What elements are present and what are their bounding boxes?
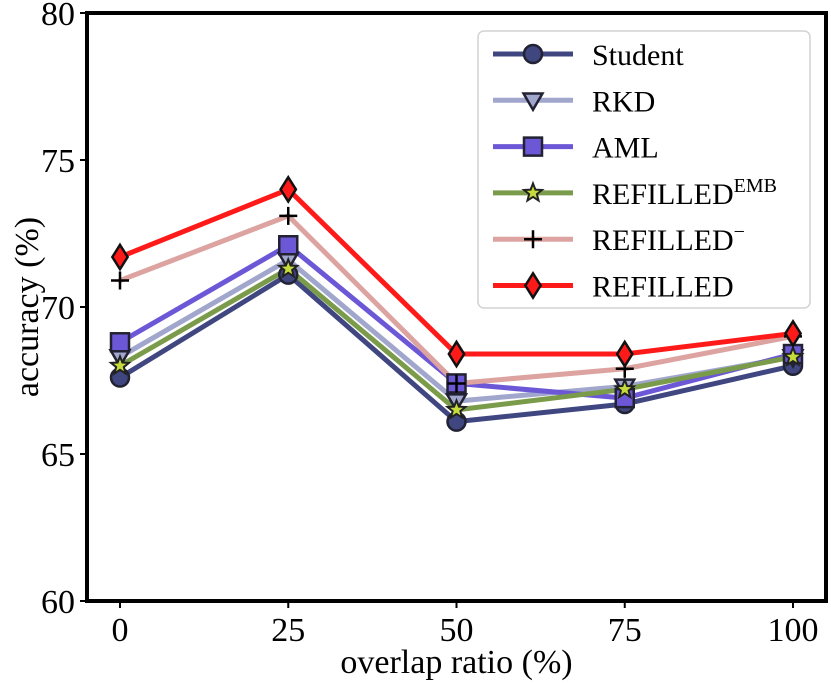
x-tick-label: 75 [608,612,642,649]
marker-layer [108,174,805,432]
legend-marker-3 [521,180,545,203]
y-tick-label: 70 [41,290,75,327]
x-tick-label: 50 [440,612,474,649]
data-point-5-4 [783,318,803,348]
legend-label-4: REFILLED− [592,221,745,257]
legend-marker-4 [524,230,542,249]
legend-box [477,30,811,309]
legend-marker-0 [522,43,544,65]
x-tick-label: 25 [271,612,305,649]
legend-label-1: RKD [592,85,655,118]
y-tick-label: 80 [41,0,75,33]
data-point-4-0 [111,271,129,290]
data-point-3-2 [444,397,469,420]
legend-label-5: REFILLED [592,271,734,304]
data-point-0-0 [109,367,131,388]
legend-label-0: Student [592,39,684,72]
y-axis-label: accuracy (%) [9,217,46,397]
y-tick-label: 60 [41,584,75,621]
data-point-5-2 [447,339,466,369]
data-point-5-1 [279,174,298,204]
legend-marker-1 [521,92,545,113]
data-point-5-0 [110,242,130,272]
x-axis-label: overlap ratio (%) [340,644,572,681]
data-point-2-0 [109,332,131,353]
y-tick-label: 75 [41,143,75,180]
legend-marker-2 [522,136,544,157]
data-point-3-1 [276,256,300,279]
x-tick-label: 100 [768,612,819,649]
data-point-3-4 [781,344,805,367]
legend-label-2: AML [592,132,659,165]
y-tick-label: 65 [41,437,75,474]
data-point-5-3 [615,339,634,369]
tick-layer: 0 25 50 75 100 60 65 70 75 80 [41,0,819,649]
legend: StudentRKDAMLREFILLEDEMBREFILLED−REFILLE… [477,30,811,309]
data-point-4-1 [279,206,298,225]
data-point-0-2 [446,411,467,432]
legend-marker-5 [523,271,543,300]
data-point-3-0 [108,353,132,376]
data-point-3-3 [613,377,637,400]
data-point-2-1 [278,235,299,256]
x-tick-label: 0 [112,612,129,649]
data-point-4-2 [447,374,466,393]
